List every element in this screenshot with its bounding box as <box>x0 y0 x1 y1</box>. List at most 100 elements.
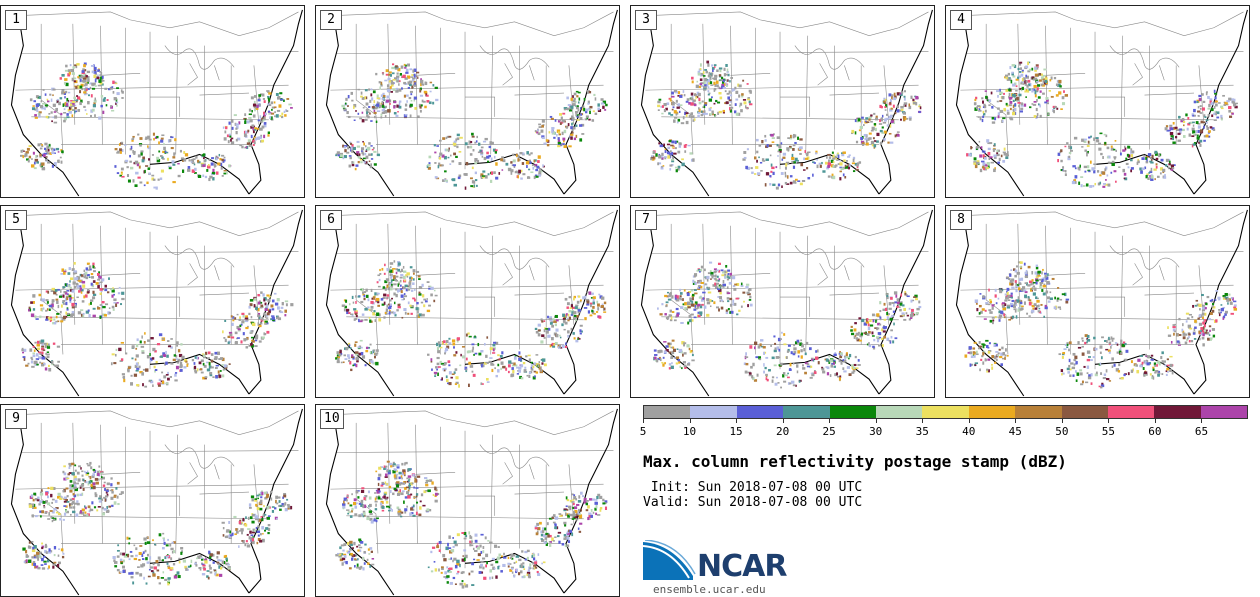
reflectivity-cell <box>393 77 398 81</box>
reflectivity-cell <box>973 162 977 166</box>
reflectivity-cell <box>1030 283 1033 286</box>
reflectivity-cell <box>1048 90 1051 92</box>
reflectivity-cell <box>1196 136 1200 140</box>
reflectivity-cell <box>144 332 146 335</box>
reflectivity-cell <box>850 329 853 332</box>
reflectivity-cell <box>478 352 482 356</box>
reflectivity-cell <box>979 106 982 109</box>
reflectivity-cell <box>158 378 162 382</box>
reflectivity-cell <box>693 308 697 311</box>
reflectivity-cell <box>562 143 565 146</box>
reflectivity-cell <box>120 341 124 344</box>
reflectivity-cell <box>1024 84 1028 86</box>
reflectivity-cell <box>987 151 991 156</box>
reflectivity-cell <box>1060 149 1063 153</box>
reflectivity-cell <box>570 304 573 308</box>
reflectivity-cell <box>379 86 381 90</box>
reflectivity-cell <box>248 108 252 112</box>
reflectivity-cell <box>1021 70 1024 74</box>
reflectivity-cell <box>1115 149 1117 152</box>
reflectivity-cell <box>879 301 882 305</box>
reflectivity-cell <box>80 290 83 294</box>
reflectivity-cell <box>471 349 474 353</box>
reflectivity-cell <box>24 153 28 157</box>
reflectivity-cell <box>766 378 769 382</box>
reflectivity-cell <box>232 319 235 322</box>
reflectivity-cell <box>982 164 986 167</box>
reflectivity-cell <box>32 352 36 355</box>
reflectivity-cell <box>760 345 764 348</box>
reflectivity-cell <box>848 373 852 377</box>
reflectivity-cell <box>399 276 403 279</box>
reflectivity-cell <box>146 181 149 185</box>
reflectivity-cell <box>993 168 996 173</box>
reflectivity-cell <box>365 150 368 152</box>
reflectivity-cell <box>273 292 277 295</box>
reflectivity-cell <box>490 171 494 175</box>
reflectivity-cell <box>52 321 55 325</box>
reflectivity-cell <box>708 261 713 264</box>
reflectivity-cell <box>547 315 549 319</box>
reflectivity-cell <box>886 124 889 127</box>
reflectivity-cell <box>191 169 196 173</box>
reflectivity-cell <box>696 269 700 272</box>
reflectivity-cell <box>792 133 795 137</box>
reflectivity-cell <box>77 85 80 89</box>
state-border <box>9 211 299 236</box>
reflectivity-cell <box>43 342 47 345</box>
reflectivity-cell <box>451 160 455 163</box>
reflectivity-cell <box>570 126 574 130</box>
reflectivity-cell <box>782 152 787 156</box>
reflectivity-cell <box>363 142 365 146</box>
reflectivity-cell <box>873 123 877 126</box>
reflectivity-cell <box>111 294 114 298</box>
reflectivity-cell <box>883 326 888 329</box>
reflectivity-cell <box>345 97 348 101</box>
reflectivity-cell <box>1214 103 1218 107</box>
reflectivity-cell <box>826 366 830 370</box>
reflectivity-cell <box>534 174 538 177</box>
reflectivity-cell <box>266 312 270 316</box>
reflectivity-cell <box>1061 102 1066 106</box>
reflectivity-cell <box>886 113 888 116</box>
reflectivity-cell <box>249 343 253 346</box>
reflectivity-cell <box>55 293 58 296</box>
reflectivity-cell <box>112 308 115 311</box>
reflectivity-cell <box>172 358 176 362</box>
reflectivity-cell <box>855 332 859 336</box>
reflectivity-cell <box>409 276 412 279</box>
coastline <box>954 209 1248 397</box>
reflectivity-cell <box>81 300 85 303</box>
reflectivity-cell <box>486 160 490 163</box>
reflectivity-cell <box>372 296 376 300</box>
reflectivity-cell <box>1177 139 1181 142</box>
reflectivity-cell <box>113 293 115 296</box>
reflectivity-cell <box>35 155 37 159</box>
state-border <box>829 292 880 296</box>
reflectivity-cell <box>417 115 420 118</box>
reflectivity-cell <box>358 318 360 323</box>
reflectivity-cell <box>879 119 881 123</box>
reflectivity-cell <box>510 161 513 164</box>
reflectivity-cell <box>800 339 802 342</box>
reflectivity-cell <box>106 291 110 294</box>
reflectivity-cell <box>586 303 590 306</box>
reflectivity-cell <box>90 94 93 98</box>
reflectivity-cell <box>398 100 402 103</box>
reflectivity-cell <box>247 325 249 328</box>
reflectivity-cell <box>789 146 793 150</box>
reflectivity-cell <box>845 165 849 169</box>
reflectivity-cell <box>271 308 275 311</box>
reflectivity-cell <box>1015 85 1018 88</box>
reflectivity-cell <box>851 371 855 374</box>
reflectivity-cell <box>1011 299 1015 302</box>
reflectivity-cell <box>884 98 887 102</box>
reflectivity-cell <box>782 156 786 159</box>
reflectivity-cell <box>900 293 903 297</box>
reflectivity-cell <box>875 319 877 323</box>
reflectivity-cell <box>364 318 368 321</box>
reflectivity-cell <box>70 100 74 102</box>
reflectivity-cell <box>814 152 818 155</box>
reflectivity-cell <box>706 301 711 305</box>
reflectivity-cell <box>39 153 42 157</box>
